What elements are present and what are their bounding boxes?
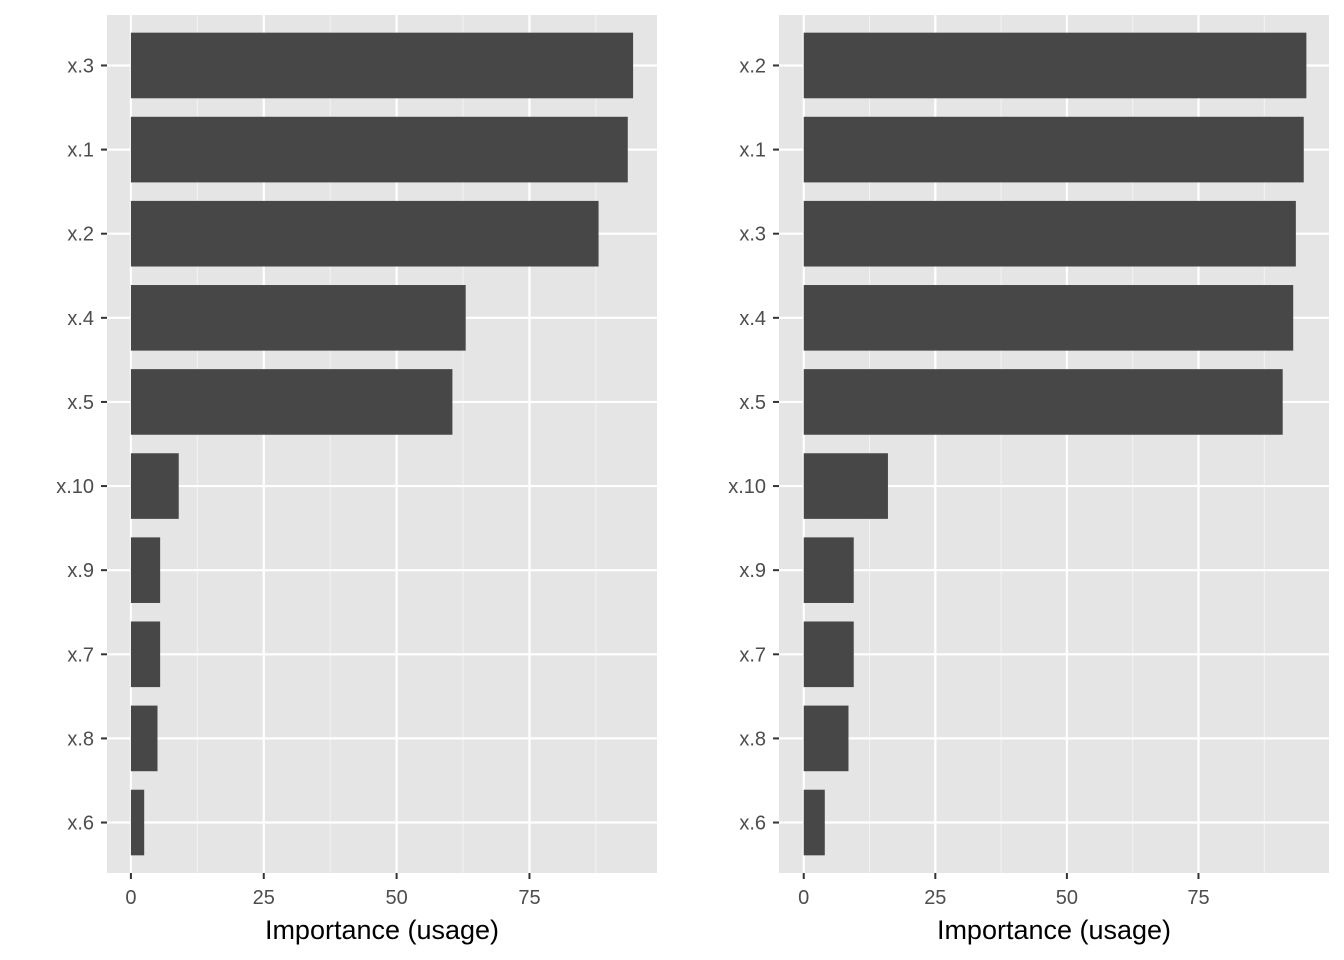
y-tick-label: x.7 — [739, 644, 766, 666]
y-tick-label: x.8 — [67, 728, 94, 750]
y-tick-label: x.9 — [67, 560, 94, 582]
y-tick-label: x.6 — [67, 813, 94, 835]
x-tick-label: 0 — [125, 887, 136, 909]
y-tick-label: x.7 — [67, 644, 94, 666]
x-tick-label: 50 — [385, 887, 407, 909]
y-tick-label: x.2 — [67, 224, 94, 246]
x-tick-label: 25 — [924, 887, 946, 909]
bar-x.9 — [130, 537, 161, 603]
x-tick-label: 50 — [1056, 887, 1078, 909]
bar-x.1 — [803, 116, 1304, 183]
bar-x.4 — [803, 285, 1294, 351]
bar-x.8 — [803, 705, 849, 772]
x-tick-label: 75 — [1187, 887, 1209, 909]
bar-x.6 — [130, 789, 145, 856]
y-tick-label: x.2 — [739, 55, 766, 77]
x-tick-label: 25 — [253, 887, 275, 909]
bar-x.3 — [130, 32, 634, 99]
y-tick-label: x.1 — [67, 140, 94, 162]
y-tick-label: x.4 — [67, 308, 94, 330]
y-tick-label: x.10 — [728, 476, 766, 498]
bar-x.10 — [130, 453, 179, 519]
chart-right: x.2 x.1 x.3 x.4 x.5 x.10 x.9 x.7 x.8 x.6 0 25 50 75 Im… — [728, 15, 1329, 945]
bar-x.4 — [130, 285, 466, 351]
bar-x.2 — [803, 32, 1307, 99]
bar-x.2 — [130, 200, 599, 267]
bar-x.8 — [130, 705, 158, 772]
y-tick-label: x.5 — [739, 392, 766, 414]
y-tick-label: x.3 — [67, 55, 94, 77]
y-tick-label: x.4 — [739, 308, 766, 330]
bar-x.5 — [803, 369, 1283, 435]
y-tick-label: x.10 — [56, 476, 94, 498]
bar-x.7 — [130, 621, 161, 688]
bar-x.3 — [803, 200, 1296, 267]
chart-left: x.3 x.1 x.2 x.4 x.5 x.10 x.9 x.7 x.8 x.6 0 25 50 75 Im… — [56, 15, 657, 945]
y-tick-label: x.5 — [67, 392, 94, 414]
x-axis-title: Importance (usage) — [265, 915, 499, 945]
y-tick-label: x.8 — [739, 728, 766, 750]
bar-x.10 — [803, 453, 888, 519]
bar-x.1 — [130, 116, 628, 183]
bar-x.6 — [803, 789, 825, 856]
x-tick-label: 75 — [518, 887, 540, 909]
y-tick-label: x.6 — [739, 813, 766, 835]
bar-x.5 — [130, 369, 453, 435]
y-tick-label: x.9 — [739, 560, 766, 582]
y-tick-label: x.3 — [739, 224, 766, 246]
y-tick-label: x.1 — [739, 140, 766, 162]
bar-x.7 — [803, 621, 854, 688]
bar-x.9 — [803, 537, 854, 603]
x-axis-title: Importance (usage) — [937, 915, 1171, 945]
x-tick-label: 0 — [798, 887, 809, 909]
